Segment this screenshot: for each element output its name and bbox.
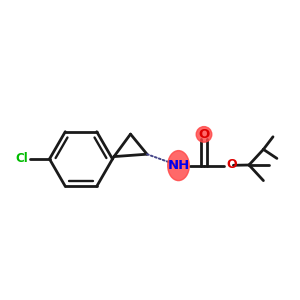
Text: O: O [226,158,237,171]
Ellipse shape [196,127,212,142]
Text: NH: NH [167,159,190,172]
Ellipse shape [168,151,189,181]
Text: O: O [198,128,210,141]
Text: Cl: Cl [16,152,28,166]
